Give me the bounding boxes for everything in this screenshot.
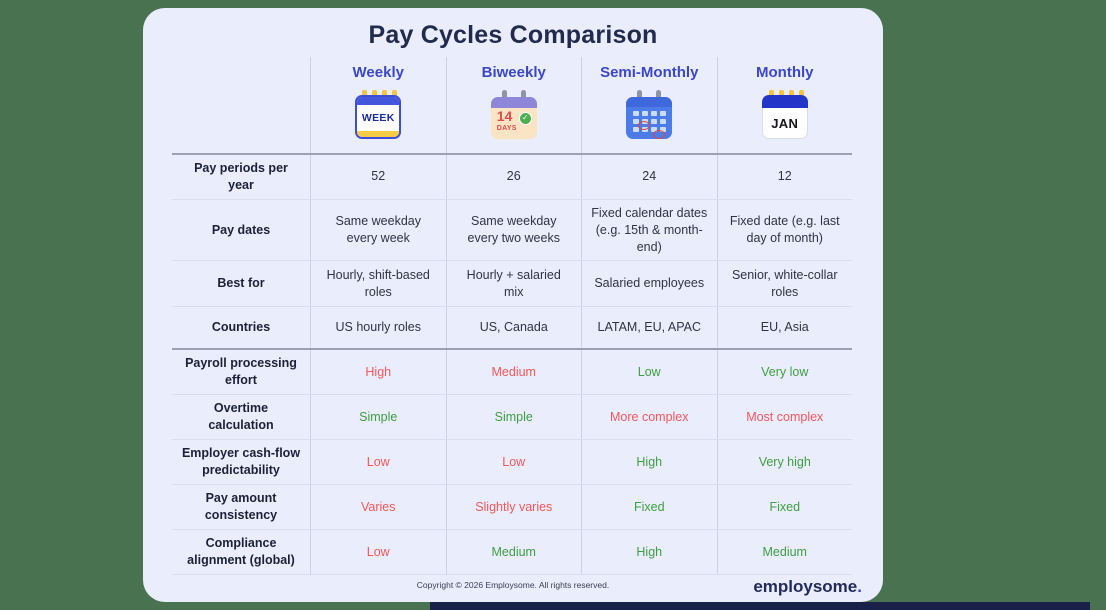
table-cell: Senior, white-collar roles: [716, 261, 853, 307]
table-cell: High: [310, 350, 446, 395]
biweekly-icon-number: 14: [496, 108, 513, 125]
column-header-weekly: Weekly WEEK: [310, 57, 446, 153]
table-cell: Fixed: [581, 485, 717, 530]
table-cell: 26: [445, 155, 582, 199]
table-cell: Low: [310, 530, 446, 574]
table-cell: Low: [310, 440, 446, 485]
table-row: Pay dates Same weekday every week Same w…: [172, 198, 853, 261]
monthly-calendar-icon: JAN: [761, 90, 808, 140]
table-cell: Low: [445, 440, 582, 485]
row-label: Compliance alignment (global): [187, 536, 295, 567]
table-row: Best for Hourly, shift-based roles Hourl…: [172, 260, 853, 307]
row-label: Countries: [211, 320, 271, 335]
table-cell: Slightly varies: [445, 485, 582, 530]
column-label-weekly: Weekly: [352, 64, 404, 81]
row-label: Pay amount consistency: [204, 491, 278, 523]
brand-dot: .: [857, 577, 862, 596]
table-cell: Same weekday every two weeks: [445, 199, 582, 261]
table-cell: EU, Asia: [716, 307, 853, 349]
header-empty-cell: [172, 57, 310, 153]
column-label-biweekly: Biweekly: [481, 64, 546, 81]
column-header-monthly: Monthly JAN: [716, 57, 853, 153]
table-cell: Very high: [716, 440, 853, 485]
table-cell: US, Canada: [445, 307, 582, 349]
semimonthly-calendar-icon: [626, 90, 673, 140]
weekly-calendar-icon: WEEK: [355, 90, 402, 140]
table-cell: Same weekday every week: [310, 199, 446, 261]
page-title: Pay Cycles Comparison: [368, 21, 658, 49]
table-row: Overtime calculation Simple Simple More …: [172, 394, 853, 440]
table-cell: Fixed: [716, 485, 853, 530]
table-cell: High: [581, 440, 717, 485]
row-label: Pay dates: [211, 222, 271, 237]
column-label-semimonthly: Semi-Monthly: [600, 64, 699, 81]
table-row: Employer cash-flow predictability Low Lo…: [172, 439, 853, 485]
table-cell: 12: [716, 155, 853, 199]
table-cell: Salaried employees: [581, 261, 717, 307]
table-cell: Simple: [445, 395, 582, 440]
row-label: Pay periods per year: [194, 161, 288, 192]
table-cell: Most complex: [716, 395, 853, 440]
table-cell: US hourly roles: [310, 307, 446, 349]
table-cell: More complex: [581, 395, 717, 440]
table-row: Pay amount consistency Varies Slightly v…: [172, 484, 853, 530]
red-circle-mark: [653, 130, 666, 140]
table-cell: Medium: [716, 530, 853, 574]
table-row: Pay periods per year 52 26 24 12: [172, 153, 852, 199]
row-label: Payroll processing effort: [185, 356, 297, 388]
row-label: Best for: [217, 276, 265, 291]
weekly-icon-text: WEEK: [361, 112, 395, 125]
table-cell: Fixed date (e.g. last day of month): [716, 199, 853, 261]
table-header-row: Weekly WEEK Biweekly: [172, 57, 852, 153]
table-cell: Hourly, shift-based roles: [310, 261, 446, 307]
table-row: Countries US hourly roles US, Canada LAT…: [172, 306, 853, 349]
biweekly-calendar-icon: 14 DAYS: [490, 90, 537, 140]
table-cell: Fixed calendar dates (e.g. 15th & month-…: [581, 199, 717, 261]
table-cell: 24: [581, 155, 717, 199]
bottom-progress-bar: [430, 602, 1090, 610]
comparison-card: Pay Cycles Comparison Weekly WEEK Biweek…: [143, 8, 883, 602]
table-cell: Simple: [310, 395, 446, 440]
column-header-biweekly: Biweekly 14 DAYS: [445, 57, 582, 153]
table-cell: LATAM, EU, APAC: [581, 307, 717, 349]
monthly-icon-text: JAN: [771, 115, 799, 131]
brand-logo: employsome.: [753, 577, 862, 597]
table-cell: Low: [581, 350, 717, 395]
check-icon: [518, 112, 532, 126]
red-circle-mark: [638, 121, 651, 131]
copyright-text: Copyright © 2026 Employsome. All rights …: [416, 580, 610, 590]
column-label-monthly: Monthly: [756, 64, 814, 81]
row-label: Overtime calculation: [208, 401, 274, 433]
calendar-grid: [626, 111, 672, 133]
column-header-semimonthly: Semi-Monthly: [581, 57, 717, 153]
table-cell: Medium: [445, 530, 582, 574]
table-cell: Varies: [310, 485, 446, 530]
table-row: Compliance alignment (global) Low Medium…: [172, 529, 852, 575]
table-cell: Very low: [716, 350, 853, 395]
table-cell: 52: [310, 155, 446, 199]
comparison-table: Weekly WEEK Biweekly: [172, 57, 852, 575]
table-cell: Hourly + salaried mix: [445, 261, 582, 307]
biweekly-icon-days: DAYS: [496, 125, 517, 133]
table-row: Payroll processing effort High Medium Lo…: [172, 348, 853, 395]
table-cell: Medium: [445, 350, 582, 395]
table-cell: High: [581, 530, 717, 574]
brand-name: employsome: [753, 577, 858, 596]
table-body: Pay periods per year 52 26 24 12 Pay dat…: [172, 153, 852, 575]
row-label: Employer cash-flow predictability: [181, 446, 301, 478]
